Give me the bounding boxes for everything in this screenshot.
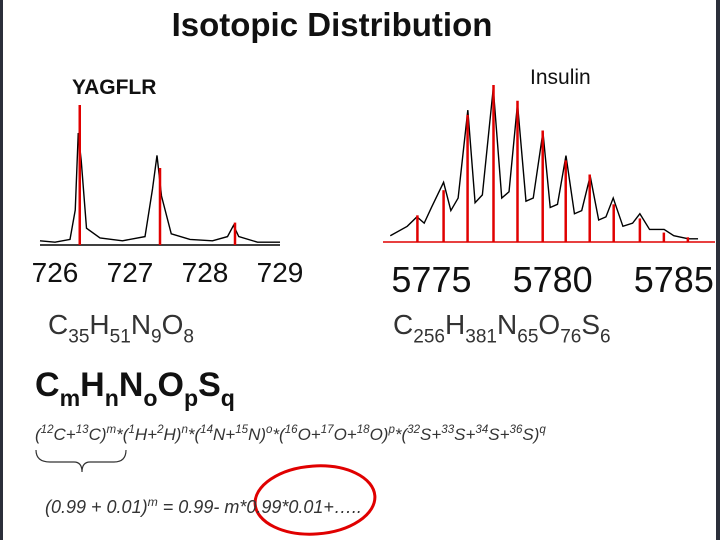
formula-text: S+ <box>488 425 509 444</box>
sub-script: 65 <box>517 326 538 347</box>
sup-script: 36 <box>510 424 523 436</box>
sup-script: 12 <box>41 424 54 436</box>
x-tick-label: 5775 <box>391 259 471 300</box>
formula: CmHnNoOpSq <box>35 366 235 411</box>
formula-text: O+ <box>334 425 357 444</box>
sub-script: m <box>60 385 81 411</box>
left-border <box>0 0 3 540</box>
formula-text: H+ <box>135 425 157 444</box>
formula-text: N <box>119 366 144 404</box>
formula-text: S <box>581 309 600 340</box>
sub-script: 9 <box>151 326 162 347</box>
formula-text: N <box>497 309 517 340</box>
formula-text: O <box>162 309 184 340</box>
formula-text: = 0.99- m*0.99*0.01+….. <box>158 497 362 517</box>
sup-script: m <box>148 495 158 509</box>
formula-text: O+ <box>298 425 321 444</box>
formula-text: H) <box>164 425 182 444</box>
sup-script: 1 <box>128 424 134 436</box>
x-tick-label: 5785 <box>634 259 714 300</box>
sup-script: n <box>181 424 187 436</box>
sup-script: p <box>387 424 395 436</box>
sub-script: 381 <box>465 326 497 347</box>
formula-text: S <box>198 366 221 404</box>
right-border <box>716 0 720 540</box>
formula-text: O <box>538 309 560 340</box>
x-tick-label: 5780 <box>513 259 593 300</box>
sub-script: q <box>221 385 235 411</box>
formula-text: C <box>35 366 60 404</box>
sup-script: 17 <box>321 424 334 436</box>
chart-title: Insulin <box>530 66 591 89</box>
sub-script: 6 <box>600 326 611 347</box>
sup-script: 34 <box>475 424 488 436</box>
formula-text: *( <box>188 425 203 444</box>
formula-text: C <box>393 309 413 340</box>
brace <box>35 449 127 473</box>
formula-text: N+ <box>213 425 235 444</box>
formula: (12C+13C)m*(1H+2H)n*(14N+15N)o*(16O+17O+… <box>35 424 546 444</box>
formula-text: *( <box>272 425 287 444</box>
sup-script: o <box>266 424 273 436</box>
formula-text: *( <box>395 425 410 444</box>
sup-script: q <box>539 424 546 436</box>
sub-script: 35 <box>68 326 89 347</box>
formula-text: C <box>48 309 68 340</box>
highlight-circle <box>253 464 377 536</box>
formula-text: H <box>80 366 105 404</box>
sup-script: 13 <box>76 424 89 436</box>
sub-script: 51 <box>110 326 131 347</box>
chart-title: YAGFLR <box>72 76 156 99</box>
x-tick-label: 727 <box>107 257 154 288</box>
formula-text: S+ <box>454 425 475 444</box>
formula-text: (0.99 + 0.01) <box>45 497 148 517</box>
formula-text: O) <box>370 425 389 444</box>
sub-script: n <box>105 385 119 411</box>
formula-text: *( <box>116 425 131 444</box>
profile-line <box>39 132 280 243</box>
formula: C256H381N65O76S6 <box>393 309 611 347</box>
formula-text: N <box>131 309 151 340</box>
formula-text: N) <box>248 425 266 444</box>
sup-script: 33 <box>441 424 454 436</box>
sup-script: 16 <box>285 424 298 436</box>
formula-text: H <box>445 309 465 340</box>
formula: (0.99 + 0.01)m = 0.99- m*0.99*0.01+….. <box>45 495 362 517</box>
x-tick-label: 728 <box>182 257 229 288</box>
sup-script: 32 <box>407 424 420 436</box>
x-tick-label: 729 <box>257 257 304 288</box>
x-tick-label: 726 <box>32 257 79 288</box>
formula-text: S+ <box>420 425 441 444</box>
formula-text: ( <box>35 425 43 444</box>
formula-text: S) <box>522 425 539 444</box>
sup-script: 18 <box>357 424 370 436</box>
sub-script: p <box>184 385 198 411</box>
formula: C35H51N9O8 <box>48 309 194 347</box>
sub-script: o <box>143 385 157 411</box>
formula-text: C+ <box>54 425 76 444</box>
sup-script: 15 <box>235 424 248 436</box>
sub-script: 76 <box>560 326 581 347</box>
slide-title: Isotopic Distribution <box>172 6 493 43</box>
sub-script: 8 <box>183 326 194 347</box>
sup-script: 2 <box>156 424 164 436</box>
formula-text: H <box>89 309 109 340</box>
sub-script: 256 <box>413 326 445 347</box>
sup-script: m <box>107 424 117 436</box>
formula-text: C) <box>89 425 107 444</box>
sup-script: 14 <box>200 424 213 436</box>
formula-text: O <box>158 366 184 404</box>
